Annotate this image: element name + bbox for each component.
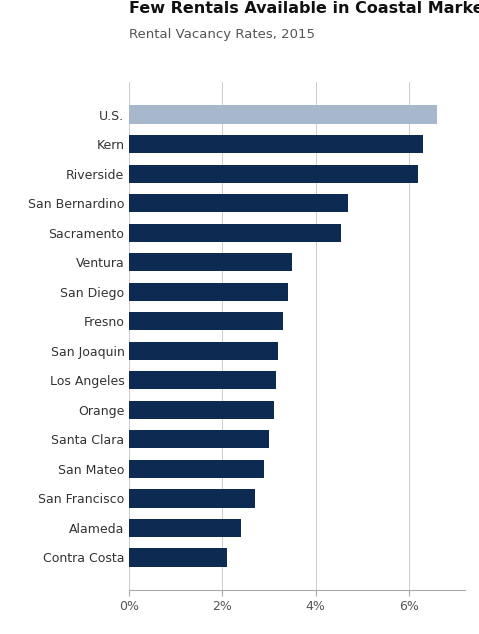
Bar (129, 224, 341, 242)
Bar (129, 194, 348, 212)
Bar (129, 401, 274, 419)
Bar (129, 164, 418, 183)
Bar (129, 460, 264, 478)
Bar (129, 548, 227, 567)
Bar (129, 253, 292, 271)
Bar (129, 283, 288, 301)
Bar (129, 489, 255, 508)
Bar (129, 105, 437, 124)
Bar (129, 312, 283, 330)
Bar (129, 135, 422, 153)
Bar (129, 342, 278, 360)
Text: Few Rentals Available in Coastal Markets: Few Rentals Available in Coastal Markets (129, 1, 479, 16)
Text: Rental Vacancy Rates, 2015: Rental Vacancy Rates, 2015 (129, 28, 315, 41)
Bar (129, 371, 276, 389)
Bar (129, 519, 241, 537)
Bar (129, 430, 269, 448)
